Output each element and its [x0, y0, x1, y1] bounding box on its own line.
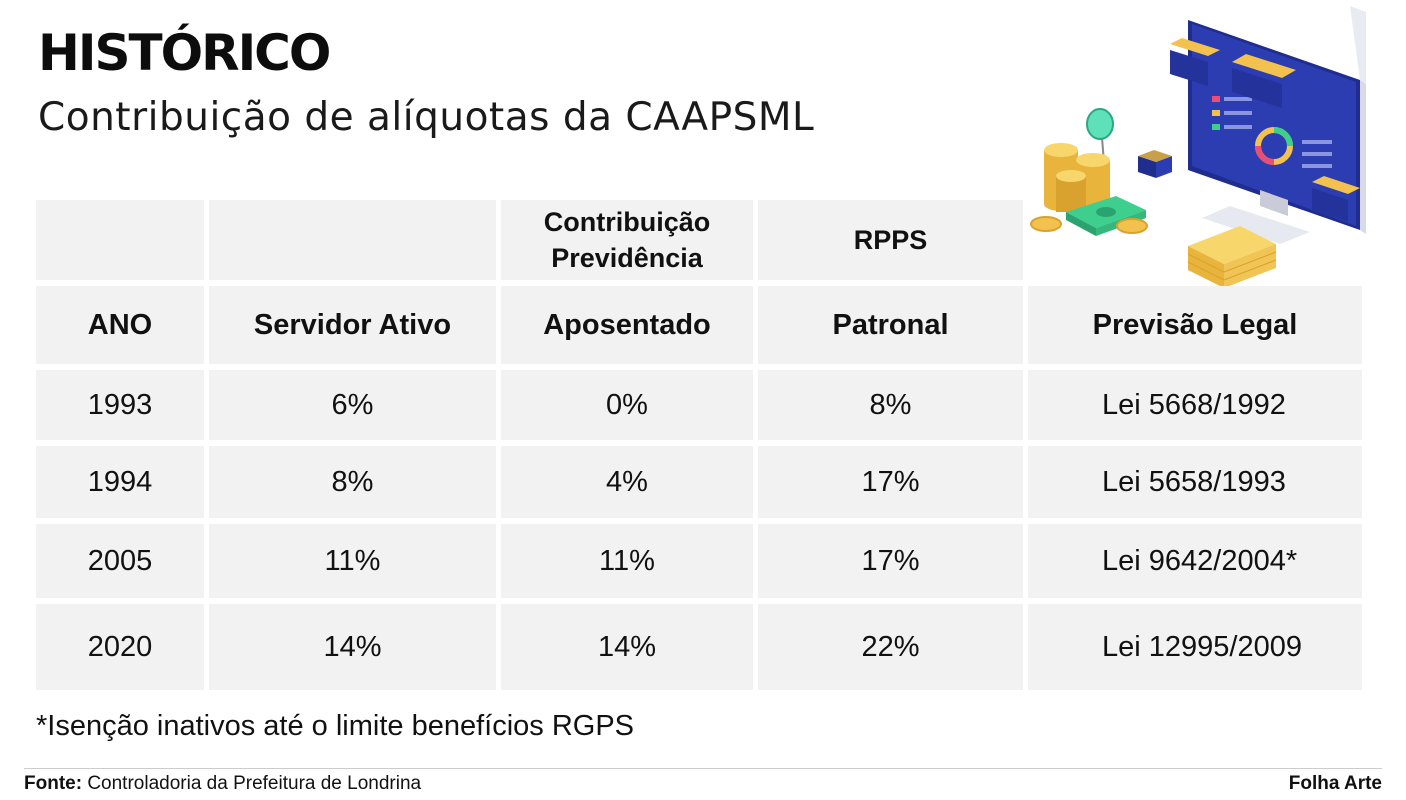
publisher-credit: Folha Arte [1288, 773, 1382, 794]
aliquotas-table: Contribuição Previdência RPPS ANO Servid… [36, 200, 1362, 690]
table-cell: 4% [501, 446, 753, 518]
group-header-rpps: RPPS [758, 200, 1023, 280]
table-cell: 22% [758, 604, 1023, 690]
blank-header-cell [36, 200, 204, 280]
page-subtitle: Contribuição de alíquotas da CAAPSML [38, 95, 815, 140]
group-header-line: Previdência [551, 243, 703, 273]
finance-illustration [1030, 6, 1366, 288]
column-header: Servidor Ativo [209, 286, 496, 364]
illustration-backdrop-cell [1028, 200, 1362, 280]
footnote: *Isenção inativos até o limite benefício… [36, 710, 635, 742]
table-cell-year: 1993 [36, 370, 204, 440]
table-cell-year: 2005 [36, 524, 204, 598]
table-cell: 8% [758, 370, 1023, 440]
table-cell: 17% [758, 524, 1023, 598]
column-header: Previsão Legal [1028, 286, 1362, 364]
table-cell: 14% [501, 604, 753, 690]
column-header: Aposentado [501, 286, 753, 364]
table-cell-law: Lei 5668/1992 [1028, 370, 1362, 440]
source-credit: Fonte: Controladoria da Prefeitura de Lo… [24, 773, 421, 795]
table-cell: 8% [209, 446, 496, 518]
table-cell-law: Lei 5658/1993 [1028, 446, 1362, 518]
table-cell: 11% [501, 524, 753, 598]
group-header-label: RPPS [853, 225, 928, 255]
table-cell-law: Lei 12995/2009 [1028, 604, 1362, 690]
group-header-contribution: Contribuição Previdência [501, 200, 753, 280]
column-header: Patronal [758, 286, 1023, 364]
page-title: HISTÓRICO [38, 24, 331, 82]
table-cell: 6% [209, 370, 496, 440]
source-text: Controladoria da Prefeitura de Londrina [87, 773, 422, 794]
table-cell: 17% [758, 446, 1023, 518]
blank-header-cell [209, 200, 496, 280]
table-cell: 14% [209, 604, 496, 690]
table-cell-year: 1994 [36, 446, 204, 518]
source-label: Fonte: [24, 773, 83, 794]
table-cell-year: 2020 [36, 604, 204, 690]
column-header: ANO [36, 286, 204, 364]
table-cell-law: Lei 9642/2004* [1028, 524, 1362, 598]
table-cell: 11% [209, 524, 496, 598]
footer-divider [24, 768, 1382, 769]
group-header-line: Contribuição [543, 207, 711, 237]
table-cell: 0% [501, 370, 753, 440]
